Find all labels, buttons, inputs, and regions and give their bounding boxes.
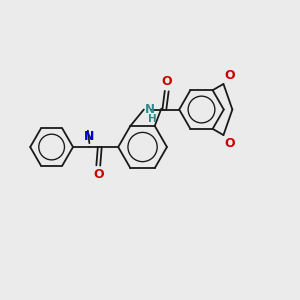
Text: O: O [224, 69, 235, 82]
Text: N: N [144, 103, 154, 116]
Text: H: H [148, 114, 157, 124]
Text: O: O [224, 137, 235, 150]
Text: O: O [161, 75, 172, 88]
Text: N: N [84, 130, 94, 143]
Text: O: O [93, 168, 104, 182]
